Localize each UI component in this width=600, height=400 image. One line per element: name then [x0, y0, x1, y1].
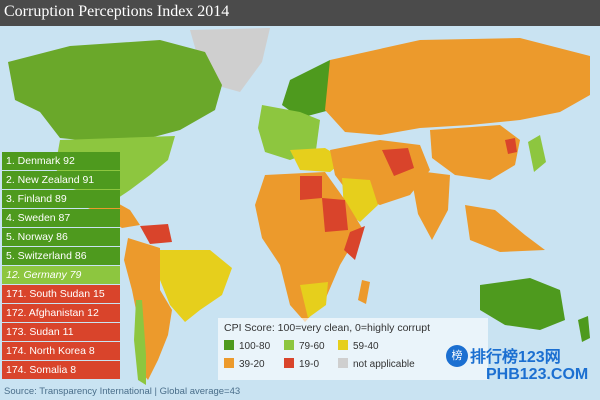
- legend-item: 79-60: [284, 340, 325, 352]
- ranking-item: 174. Somalia 8: [2, 361, 120, 379]
- legend-item: 19-0: [284, 358, 319, 370]
- ranking-item: 172. Afghanistan 12: [2, 304, 120, 322]
- watermark-chinese: 排行榜123网: [470, 349, 561, 366]
- watermark-domain: PHB123.COM: [486, 366, 589, 383]
- map-region-libya: [300, 176, 322, 200]
- map-region-sudan: [322, 198, 348, 232]
- legend-label: 79-60: [299, 341, 325, 352]
- legend-item: 39-20: [224, 358, 265, 370]
- legend-swatch: [224, 340, 234, 350]
- map-region-venezuela: [140, 224, 172, 244]
- legend-swatch: [224, 358, 234, 368]
- map-region-south-america: [124, 238, 172, 380]
- map-region-north-korea: [505, 138, 517, 154]
- ranking-item: 173. Sudan 11: [2, 323, 120, 341]
- legend-swatch: [338, 340, 348, 350]
- title-bar: Corruption Perceptions Index 2014: [0, 0, 600, 26]
- map-region-somalia: [344, 226, 365, 260]
- map-region-southern-africa: [300, 282, 328, 318]
- map-region-madagascar: [358, 280, 370, 304]
- map-region-brazil: [160, 250, 232, 322]
- legend-label: 100-80: [239, 341, 271, 352]
- watermark-badge: 榜: [446, 345, 468, 367]
- map-region-new-zealand: [578, 316, 590, 342]
- map-region-south-asia: [410, 170, 450, 240]
- ranking-item: 12. Germany 79: [2, 266, 120, 284]
- ranking-item: 5. Norway 86: [2, 228, 120, 246]
- page-title: Corruption Perceptions Index 2014: [4, 3, 230, 20]
- map-region-russia: [325, 38, 590, 135]
- ranking-list: 1. Denmark 92 2. New Zealand 91 3. Finland…: [2, 152, 120, 380]
- legend-item: 59-40: [338, 340, 379, 352]
- map-legend: CPI Score: 100=very clean, 0=highly corr…: [218, 318, 488, 380]
- legend-label: 39-20: [239, 359, 265, 370]
- ranking-item: 1. Denmark 92: [2, 152, 120, 170]
- ranking-item: 5. Switzerland 86: [2, 247, 120, 265]
- legend-label: not applicable: [353, 359, 415, 370]
- legend-item: 100-80: [224, 340, 270, 352]
- legend-label: 19-0: [299, 359, 320, 370]
- map-region-se-asia: [465, 205, 545, 252]
- ranking-item: 174. North Korea 8: [2, 342, 120, 360]
- legend-swatch: [284, 358, 294, 368]
- ranking-item: 2. New Zealand 91: [2, 171, 120, 189]
- legend-item: not applicable: [338, 358, 415, 370]
- legend-swatch: [284, 340, 294, 350]
- map-region-europe-west: [258, 105, 320, 160]
- legend-title: CPI Score: 100=very clean, 0=highly corr…: [224, 322, 431, 334]
- legend-swatch: [338, 358, 348, 368]
- map-region-australia: [480, 278, 565, 330]
- ranking-item: 3. Finland 89: [2, 190, 120, 208]
- legend-label: 59-40: [353, 341, 379, 352]
- map-region-chile: [134, 300, 146, 385]
- ranking-item: 4. Sweden 87: [2, 209, 120, 227]
- ranking-item: 171. South Sudan 15: [2, 285, 120, 303]
- map-region-japan: [528, 135, 546, 172]
- source-note: Source: Transparency International | Glo…: [4, 386, 241, 397]
- map-region-canada: [8, 40, 222, 142]
- map-region-china: [430, 125, 520, 180]
- map-region-afghanistan: [382, 148, 414, 176]
